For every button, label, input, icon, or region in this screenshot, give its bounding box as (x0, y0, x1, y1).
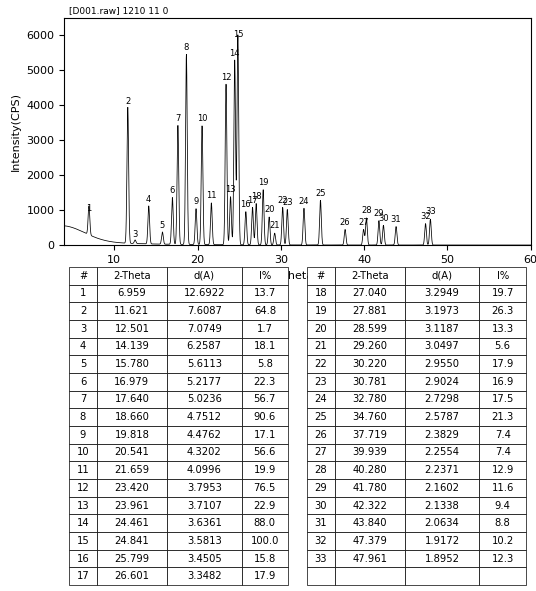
Y-axis label: Intensity(CPS): Intensity(CPS) (11, 92, 21, 171)
Text: 32: 32 (420, 212, 431, 221)
Text: 7: 7 (175, 114, 181, 124)
Text: 3: 3 (132, 230, 138, 239)
Text: 28: 28 (361, 206, 372, 215)
Text: 5: 5 (160, 221, 165, 230)
Text: 26: 26 (340, 217, 351, 227)
Text: 13: 13 (225, 185, 236, 194)
Text: 8: 8 (184, 43, 189, 52)
Text: 27: 27 (358, 217, 369, 227)
Text: 20: 20 (264, 205, 274, 215)
Text: 14: 14 (229, 48, 240, 57)
Text: 1: 1 (86, 204, 92, 213)
Text: 17: 17 (247, 196, 258, 204)
Text: 24: 24 (299, 197, 309, 206)
Text: 31: 31 (391, 215, 401, 224)
Text: 12: 12 (221, 73, 231, 82)
Text: 25: 25 (315, 189, 326, 197)
Text: 23: 23 (282, 198, 293, 207)
X-axis label: 2-Theta(?: 2-Theta(? (271, 270, 324, 280)
Text: 2: 2 (125, 98, 130, 106)
Text: 30: 30 (378, 213, 389, 223)
Text: 22: 22 (278, 196, 288, 204)
Text: 6: 6 (170, 186, 175, 196)
Text: 15: 15 (233, 30, 243, 39)
Text: 9: 9 (193, 197, 199, 206)
Text: 29: 29 (374, 209, 384, 218)
Text: 4: 4 (146, 195, 151, 204)
Text: 16: 16 (241, 200, 251, 209)
Text: 21: 21 (270, 222, 280, 230)
Text: 18: 18 (251, 192, 262, 201)
Text: 11: 11 (206, 191, 217, 200)
Text: [D001.raw] 1210 11 0: [D001.raw] 1210 11 0 (69, 7, 168, 15)
Text: 19: 19 (258, 178, 269, 187)
Text: 10: 10 (197, 115, 207, 124)
Text: 33: 33 (425, 207, 436, 216)
